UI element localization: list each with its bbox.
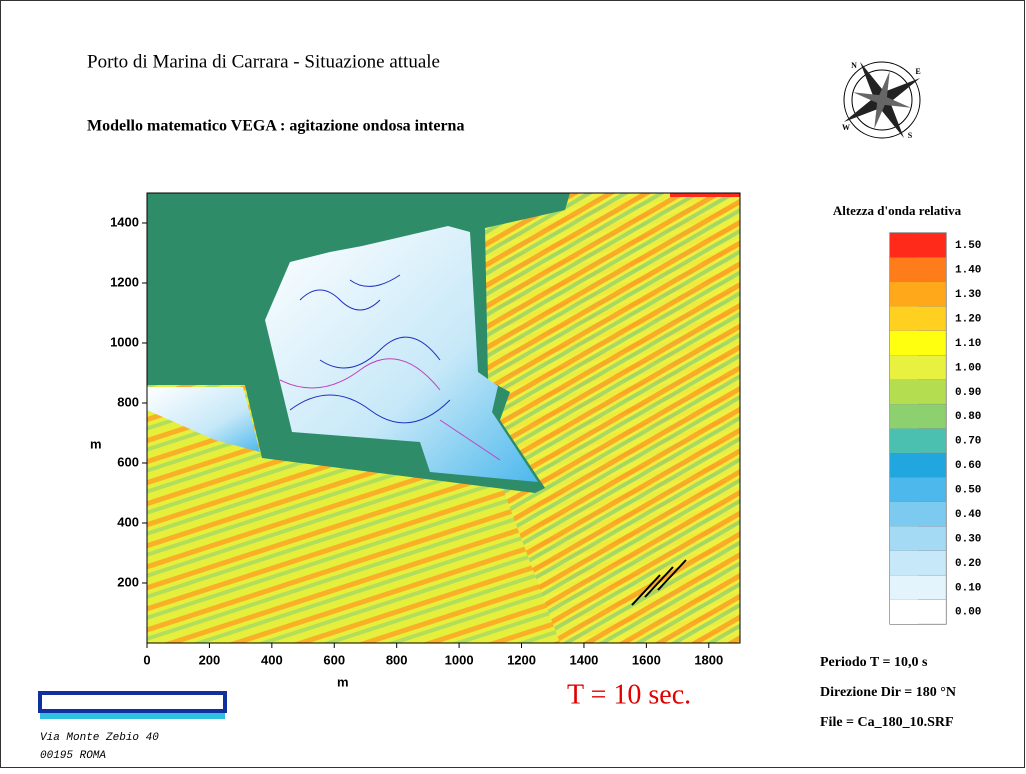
colorbar-swatch — [890, 502, 918, 526]
x-tick-label: 0 — [143, 652, 150, 667]
annotation: T = 10 sec. — [567, 679, 691, 710]
x-tick-label: 1200 — [507, 652, 536, 667]
colorbar-label: 1.10 — [955, 338, 981, 350]
x-tick-label: 1400 — [569, 652, 598, 667]
x-tick-label: 600 — [323, 652, 345, 667]
colorbar-label: 0.80 — [955, 411, 981, 423]
x-tick-label: 800 — [386, 652, 408, 667]
title: Porto di Marina di Carrara - Situazione … — [87, 51, 440, 72]
y-tick-label: 1200 — [110, 274, 139, 289]
y-tick-label: 600 — [117, 454, 139, 469]
x-tick-label: 1600 — [632, 652, 661, 667]
colorbar-swatch — [890, 551, 918, 575]
chart: Porto di Marina di Carrara - Situazione … — [0, 0, 1026, 769]
colorbar-label: 1.50 — [955, 240, 981, 252]
x-tick-label: 200 — [199, 652, 221, 667]
colorbar-label: 1.40 — [955, 265, 981, 277]
compass-label: N — [851, 61, 857, 70]
colorbar-swatch — [890, 453, 918, 477]
colorbar-swatch — [890, 380, 918, 404]
x-axis-label: m — [337, 674, 349, 689]
field — [147, 193, 740, 643]
colorbar-swatch — [890, 233, 918, 257]
compass-label: E — [915, 67, 920, 76]
colorbar-swatch — [890, 600, 918, 624]
colorbar-swatch — [890, 575, 918, 599]
colorbar-swatch — [890, 257, 918, 281]
x-tick-label: 1000 — [445, 652, 474, 667]
address: 00195 ROMA — [40, 750, 106, 762]
subtitle: Modello matematico VEGA : agitazione ond… — [87, 118, 464, 135]
y-axis-label: m — [90, 436, 102, 451]
compass — [822, 40, 942, 160]
colorbar-label: 1.00 — [955, 362, 981, 374]
colorbar-label: 1.30 — [955, 289, 981, 301]
y-tick-label: 1400 — [110, 214, 139, 229]
logo — [40, 693, 225, 719]
compass-label: W — [842, 123, 850, 132]
x-tick-label: 1800 — [694, 652, 723, 667]
colorbar-label: 0.60 — [955, 460, 981, 472]
colorbar-label: 0.20 — [955, 558, 981, 570]
y-tick-label: 200 — [117, 574, 139, 589]
colorbar-label: 0.50 — [955, 485, 981, 497]
info: File = Ca_180_10.SRF — [820, 715, 954, 730]
colorbar-swatch — [890, 331, 918, 355]
colorbar-label: 1.20 — [955, 313, 981, 325]
y-tick-label: 1000 — [110, 334, 139, 349]
info: Periodo T = 10,0 s — [820, 655, 928, 670]
colorbar-label: 0.40 — [955, 509, 981, 521]
colorbar-swatch — [890, 477, 918, 501]
y-tick-label: 800 — [117, 394, 139, 409]
colorbar-label: 0.90 — [955, 387, 981, 399]
compass-label: S — [908, 131, 913, 140]
colorbar-swatch — [890, 355, 918, 379]
colorbar-title: Altezza d'onda relativa — [833, 203, 962, 218]
colorbar-swatch — [890, 306, 918, 330]
x-tick-label: 400 — [261, 652, 283, 667]
colorbar-swatch — [890, 404, 918, 428]
colorbar-swatch — [890, 526, 918, 550]
colorbar-label: 0.10 — [955, 582, 981, 594]
colorbar-label: 0.70 — [955, 436, 981, 448]
info: Direzione Dir = 180 °N — [820, 685, 956, 700]
y-tick-label: 400 — [117, 514, 139, 529]
colorbar-swatch — [890, 429, 918, 453]
colorbar-label: 0.30 — [955, 533, 981, 545]
colorbar-swatch — [890, 282, 918, 306]
edge — [670, 193, 740, 197]
address: Via Monte Zebio 40 — [40, 732, 159, 744]
colorbar-label: 0.00 — [955, 607, 981, 619]
